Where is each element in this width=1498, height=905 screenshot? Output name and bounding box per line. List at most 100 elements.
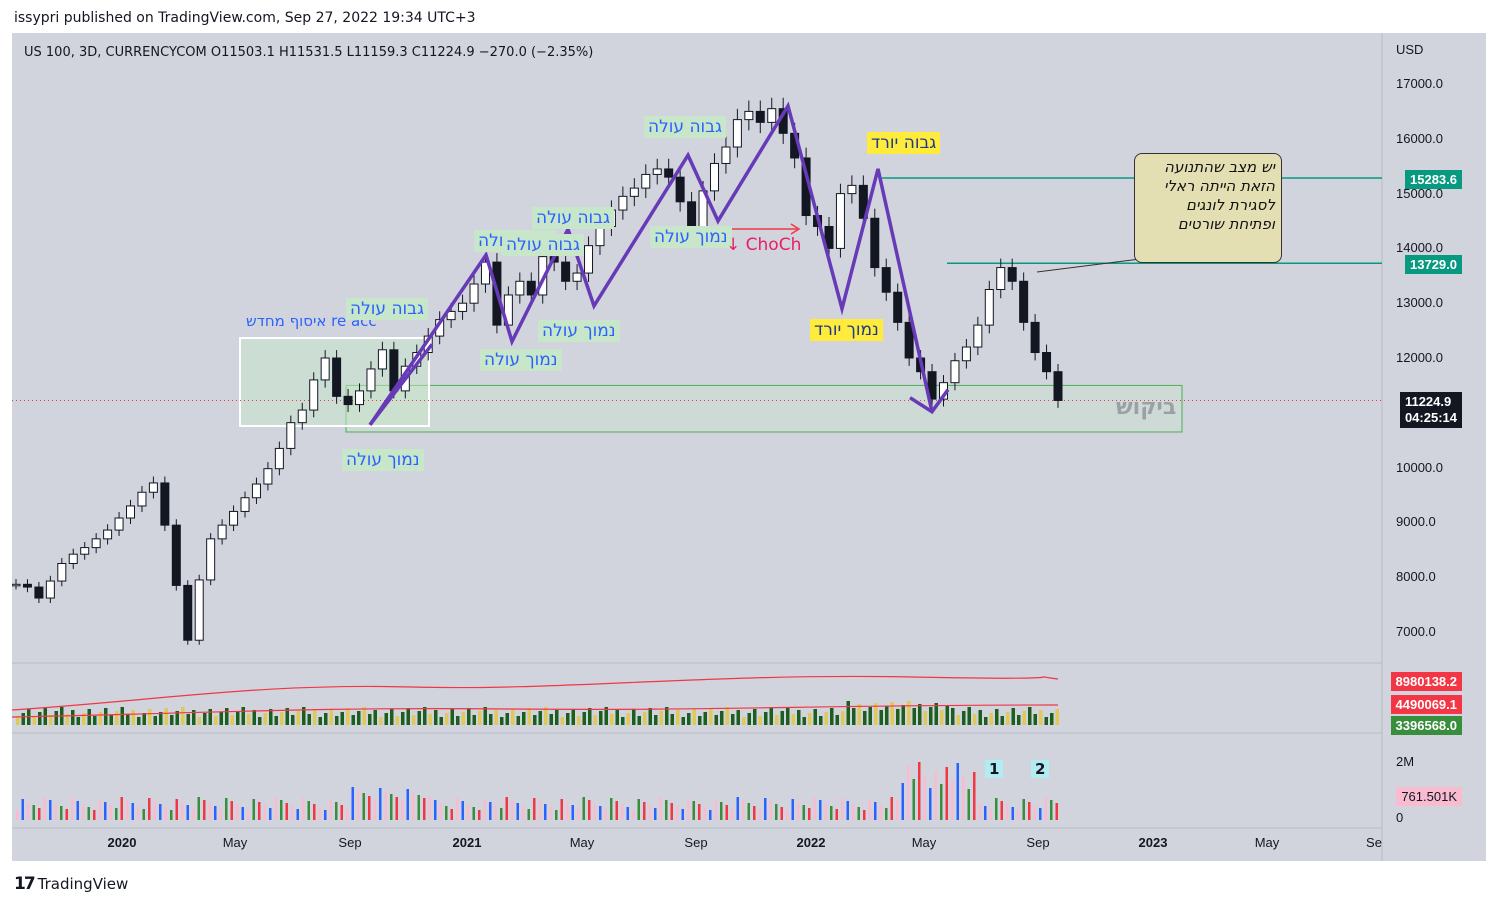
subvolume-bar [1006,804,1009,820]
candle-body [103,529,113,540]
volume-bar [346,708,350,725]
subvolume-bar [890,797,893,820]
subvolume-bar [197,797,200,820]
candle-body [183,584,193,641]
candle-body [1030,321,1040,354]
subvolume-bar [533,798,536,820]
volume-bar [445,713,449,725]
subvolume-bar [395,797,398,820]
volume-bar [593,715,597,725]
volume-bar [1017,715,1021,725]
subvolume-bar [588,800,591,820]
subvolume-bar [307,801,310,820]
volume-bar [456,716,460,725]
level-tag-lower: 13729.0 [1405,255,1462,274]
subvolume-bar [923,775,926,820]
x-axis-tick: 2022 [796,835,826,850]
subvolume-bar [593,803,596,820]
callout-pointer [1036,258,1141,273]
subvolume-bar [164,807,167,820]
tradingview-footer[interactable]: 17 TradingView [14,874,128,894]
volume-bar [615,710,619,725]
volume-bar [247,714,251,725]
subvolume-bar [544,804,547,820]
volume-bar [428,714,432,725]
candle-body [1042,352,1052,373]
market-structure-path [368,101,934,426]
subvolume-bar [340,805,343,820]
volume-bar [670,714,674,725]
volume-bar [549,714,553,725]
x-axis-tick: May [911,835,937,850]
candle-body [984,289,994,326]
subvolume-bar [346,808,349,820]
volume-bar [912,708,916,725]
label-low-4: נמוך עולה [650,226,732,248]
volume-bar [379,717,383,725]
label-high-3: גבוה עולה [532,207,615,229]
subvolume-bar [929,788,932,820]
subvolume-bar [505,797,508,820]
volume-bar [302,707,306,725]
subvolume-bar [945,767,948,820]
candle-body [194,579,204,641]
subvolume-bar [115,808,118,820]
candle-body [950,360,960,384]
subvolume-bar [692,801,695,820]
subvolume-bar [456,798,459,820]
subvolume-bar [538,801,541,820]
subvolume-bar [461,801,464,820]
subvolume-bar [65,809,68,820]
volume-bar [676,710,680,725]
subvolume-bar [731,808,734,820]
volume-bar [384,713,388,725]
volume-bar [93,716,97,725]
subvolume-bar [362,793,365,820]
candle-body [240,497,250,512]
subvolume-bar [1011,807,1014,820]
structure-start-segment [368,343,434,426]
subvolume-bar [357,790,360,820]
candle-body [973,324,983,348]
tradingview-logo-icon: 17 [14,874,36,894]
subvolume-bar [632,810,635,820]
subvolume-bar [780,807,783,820]
subvolume-bar [263,805,266,820]
subvolume-bar [637,799,640,820]
subvolume-bar [181,802,184,820]
subvolume-bar [549,807,552,820]
volume-bar [742,717,746,725]
demand-zone [345,384,1183,433]
subvolume-bar [236,804,239,820]
subvolume-bar [830,806,833,820]
volume-bar [984,717,988,725]
volume-bar [395,716,399,725]
volume-bar [692,709,696,725]
subvolume-bar [159,804,162,820]
candle-body [595,225,605,247]
volume-bar [467,708,471,725]
volume-bar [186,714,190,725]
volume-bar [709,708,713,725]
subvolume-bar [230,801,233,820]
chart-frame[interactable]: US 100, 3D, CURRENCYCOM O11503.1 H11531.… [12,33,1486,861]
volume-bar [1055,709,1059,725]
y-axis-tick: 17000.0 [1396,76,1443,91]
volume-bar [285,708,289,725]
subvolume-bar [329,799,332,820]
subvolume-bar [973,772,976,820]
volume-bar [65,714,69,725]
candle-body [446,310,456,321]
price-chart[interactable] [12,33,1486,861]
subvolume-bar [131,803,134,820]
volume-bar [989,713,993,725]
volume-bar [258,717,262,725]
candle-body [286,422,296,449]
candle-body [584,245,594,274]
volume-bar [236,711,240,725]
volume-bar [868,707,872,725]
subvolume-bar [49,800,52,820]
volume-bar [626,713,630,725]
callout-note[interactable]: יש מצב שהתנועה הזאת הייתה ראלי לסגירת לו… [1134,153,1282,263]
volume-bar [522,712,526,725]
